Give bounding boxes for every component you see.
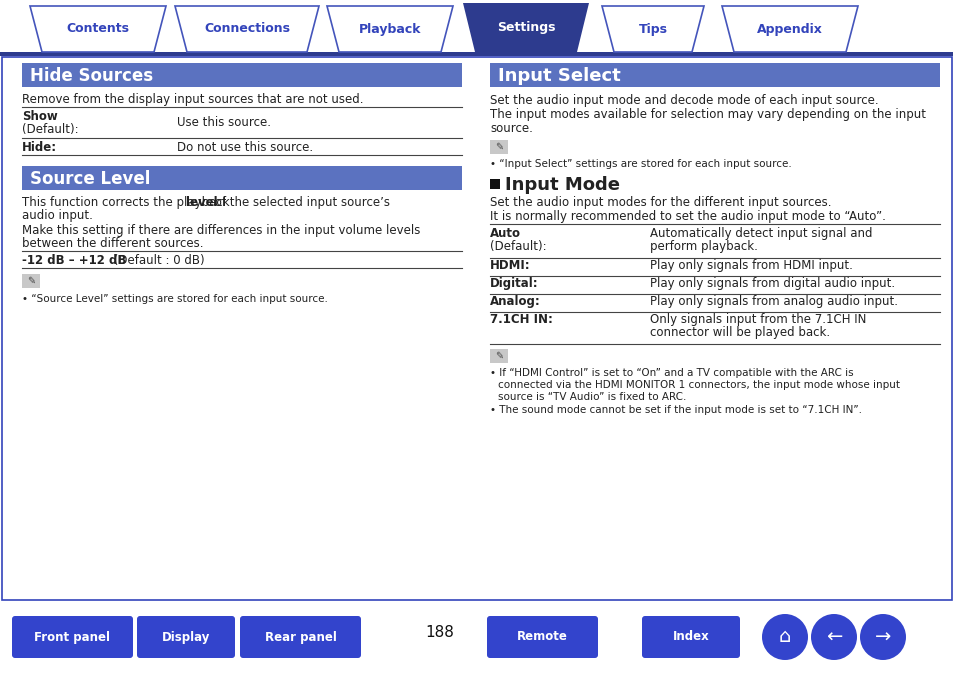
Text: Rear panel: Rear panel [264,631,336,643]
Text: Play only signals from analog audio input.: Play only signals from analog audio inpu… [649,295,897,308]
Circle shape [859,614,905,660]
Text: Appendix: Appendix [757,22,822,36]
Text: Play only signals from HDMI input.: Play only signals from HDMI input. [649,259,852,272]
Text: Remote: Remote [517,631,567,643]
Text: Playback: Playback [358,22,421,36]
Polygon shape [30,6,166,52]
Polygon shape [327,6,453,52]
Text: • If “HDMI Control” is set to “On” and a TV compatible with the ARC is: • If “HDMI Control” is set to “On” and a… [490,368,853,378]
Text: Play only signals from digital audio input.: Play only signals from digital audio inp… [649,277,894,290]
Bar [22,166,461,190]
Text: • “Input Select” settings are stored for each input source.: • “Input Select” settings are stored for… [490,159,791,169]
Text: connector will be played back.: connector will be played back. [649,326,829,339]
Polygon shape [601,6,703,52]
Text: Tips: Tips [638,22,667,36]
Text: Contents: Contents [67,22,130,36]
Text: Make this setting if there are differences in the input volume levels: Make this setting if there are differenc… [22,224,420,237]
Text: Set the audio input modes for the different input sources.: Set the audio input modes for the differ… [490,196,831,209]
FancyBboxPatch shape [641,616,740,658]
Bar [0,52,953,56]
Text: Hide Sources: Hide Sources [30,67,153,85]
Text: Digital:: Digital: [490,277,538,290]
Text: HDMI:: HDMI: [490,259,530,272]
Text: (Default):: (Default): [490,240,546,253]
Text: Show: Show [22,110,58,123]
Text: Use this source.: Use this source. [177,116,271,129]
Text: • “Source Level” settings are stored for each input source.: • “Source Level” settings are stored for… [22,294,328,304]
Text: Automatically detect input signal and: Automatically detect input signal and [649,227,872,240]
Bar [490,179,499,189]
Text: source.: source. [490,122,533,135]
Text: Do not use this source.: Do not use this source. [177,141,313,154]
Polygon shape [721,6,857,52]
Text: This function corrects the playback: This function corrects the playback [22,196,233,209]
FancyBboxPatch shape [486,616,598,658]
Text: ✎: ✎ [27,276,35,286]
Bar [2,57,951,600]
Polygon shape [462,3,588,52]
Bar [0,0,953,56]
Text: Analog:: Analog: [490,295,540,308]
Bar [22,274,40,288]
Text: Remove from the display input sources that are not used.: Remove from the display input sources th… [22,93,363,106]
Text: (Default : 0 dB): (Default : 0 dB) [110,254,204,267]
FancyBboxPatch shape [12,616,132,658]
Polygon shape [174,6,318,52]
Text: level: level [186,196,217,209]
Text: 7.1CH IN:: 7.1CH IN: [490,313,553,326]
Text: ✎: ✎ [495,142,502,152]
Text: ⌂: ⌂ [778,627,790,647]
Text: Source Level: Source Level [30,170,151,188]
Text: ✎: ✎ [495,351,502,361]
Circle shape [810,614,856,660]
Text: Front panel: Front panel [34,631,111,643]
Text: between the different sources.: between the different sources. [22,237,203,250]
Text: source is “TV Audio” is fixed to ARC.: source is “TV Audio” is fixed to ARC. [497,392,685,402]
Text: The input modes available for selection may vary depending on the input: The input modes available for selection … [490,108,925,121]
Text: Auto: Auto [490,227,520,240]
Text: Hide:: Hide: [22,141,57,154]
Text: connected via the HDMI MONITOR 1 connectors, the input mode whose input: connected via the HDMI MONITOR 1 connect… [497,380,899,390]
Text: (Default):: (Default): [22,123,78,136]
Text: ←: ← [825,627,841,647]
Text: Connections: Connections [204,22,290,36]
Text: Input Mode: Input Mode [504,176,619,194]
Bar [490,140,507,154]
Text: Index: Index [672,631,709,643]
Text: • The sound mode cannot be set if the input mode is set to “7.1CH IN”.: • The sound mode cannot be set if the in… [490,405,862,415]
Text: of the selected input source’s: of the selected input source’s [211,196,390,209]
Text: Settings: Settings [497,21,555,34]
Text: Display: Display [162,631,210,643]
FancyBboxPatch shape [240,616,360,658]
Bar [490,349,507,363]
Text: It is normally recommended to set the audio input mode to “Auto”.: It is normally recommended to set the au… [490,210,885,223]
Text: →: → [874,627,890,647]
Circle shape [761,614,807,660]
Bar [22,63,461,87]
Text: Only signals input from the 7.1CH IN: Only signals input from the 7.1CH IN [649,313,865,326]
Bar [0,601,953,673]
Bar [490,63,939,87]
Text: perform playback.: perform playback. [649,240,757,253]
Text: audio input.: audio input. [22,209,92,222]
FancyBboxPatch shape [137,616,234,658]
Text: 188: 188 [425,625,454,640]
Text: Input Select: Input Select [497,67,620,85]
Text: Set the audio input mode and decode mode of each input source.: Set the audio input mode and decode mode… [490,94,878,107]
Text: -12 dB – +12 dB: -12 dB – +12 dB [22,254,126,267]
